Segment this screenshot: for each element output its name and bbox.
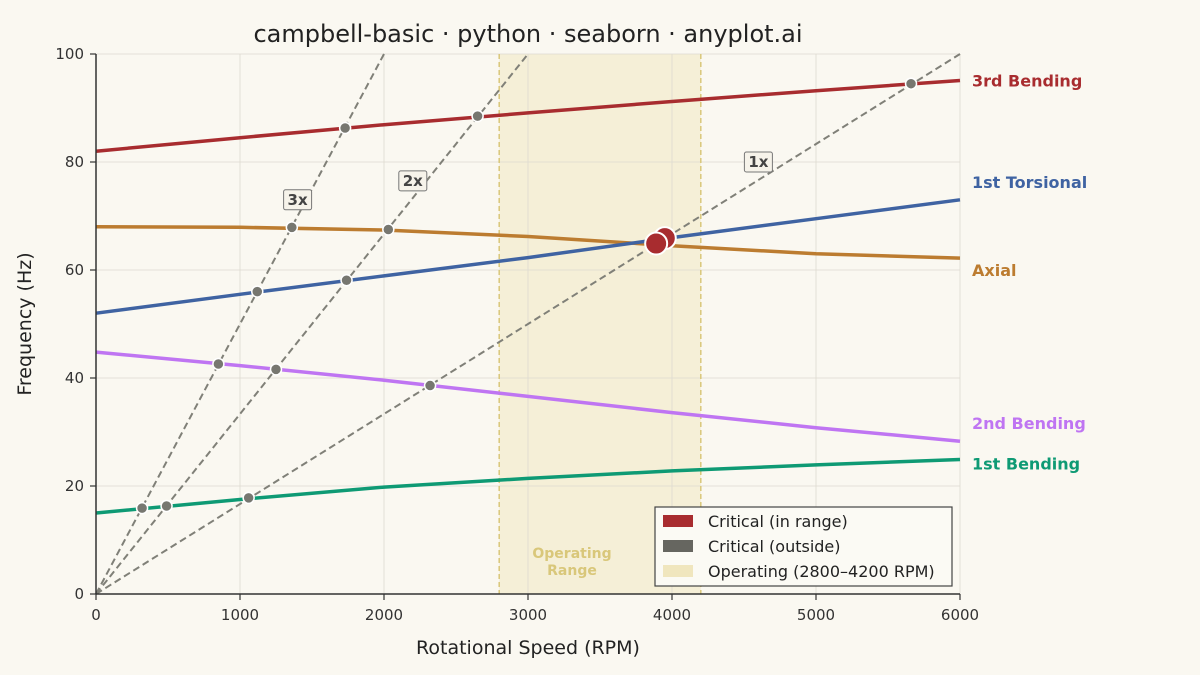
legend-swatch	[663, 515, 693, 527]
operating-range-label: Operating	[532, 546, 611, 562]
mode-label-1st-bending: 1st Bending	[972, 455, 1080, 474]
mode-line-2nd-bending	[95, 350, 961, 443]
y-axis-label: Frequency (Hz)	[14, 252, 36, 395]
critical-point-outside	[212, 357, 225, 371]
x-tick-label: 5000	[797, 606, 835, 624]
x-tick-label: 6000	[941, 606, 979, 624]
y-tick-label: 60	[65, 261, 84, 279]
mode-label-1st-torsional: 1st Torsional	[972, 173, 1087, 192]
engine-order-line-2x	[95, 53, 529, 595]
legend-item-label: Critical (outside)	[708, 537, 841, 556]
x-tick-label: 3000	[509, 606, 547, 624]
mode-label-3rd-bending: 3rd Bending	[972, 71, 1082, 90]
critical-point-outside	[135, 501, 149, 515]
critical-point-outside	[382, 223, 395, 236]
mode-label-axial: Axial	[972, 261, 1016, 280]
legend: Critical (in range) Critical (outside) Ope…	[654, 506, 953, 587]
critical-point-outside	[285, 221, 299, 234]
engine-order-line-1x	[95, 53, 961, 595]
y-tick-label: 40	[65, 369, 84, 387]
x-tick-label: 0	[91, 606, 101, 624]
legend-box	[654, 506, 953, 587]
critical-point-outside	[423, 379, 437, 392]
y-tick-label: 80	[65, 153, 84, 171]
engine-order-label-box	[283, 189, 313, 211]
x-axis-label: Rotational Speed (RPM)	[416, 637, 640, 659]
critical-point-in-range	[644, 231, 669, 256]
critical-point-outside	[471, 109, 484, 123]
critical-point-outside	[338, 121, 352, 135]
chart-title: campbell-basic · python · seaborn · anyp…	[253, 20, 802, 48]
critical-point-outside	[904, 77, 918, 90]
engine-order-label: 3x	[288, 191, 308, 209]
critical-point-outside	[160, 499, 173, 513]
critical-point-outside	[340, 274, 353, 287]
x-tick-label: 1000	[221, 606, 259, 624]
mode-label-2nd-bending: 2nd Bending	[972, 414, 1086, 433]
critical-point-outside	[269, 363, 283, 376]
critical-point-outside	[242, 491, 255, 505]
engine-order-label-box	[398, 170, 428, 192]
mode-line-3rd-bending	[95, 78, 961, 153]
operating-range-band	[499, 54, 701, 594]
legend-swatch	[663, 565, 693, 577]
y-tick-label: 0	[74, 585, 84, 603]
mode-line-axial	[95, 225, 961, 260]
x-tick-label: 2000	[365, 606, 403, 624]
critical-point-outside	[251, 285, 264, 298]
engine-order-label: 2x	[403, 172, 423, 190]
operating-range-label: Range	[547, 563, 597, 579]
legend-item-label: Critical (in range)	[708, 512, 848, 531]
legend-swatch	[663, 540, 693, 552]
mode-line-1st-bending	[95, 457, 961, 515]
y-tick-label: 20	[65, 477, 84, 495]
legend-item-label: Operating (2800–4200 RPM)	[708, 562, 935, 581]
x-tick-label: 4000	[653, 606, 691, 624]
y-tick-label: 100	[55, 45, 84, 63]
engine-order-label: 1x	[748, 153, 768, 171]
engine-order-label-box	[743, 151, 773, 173]
mode-line-1st-torsional	[95, 198, 961, 315]
